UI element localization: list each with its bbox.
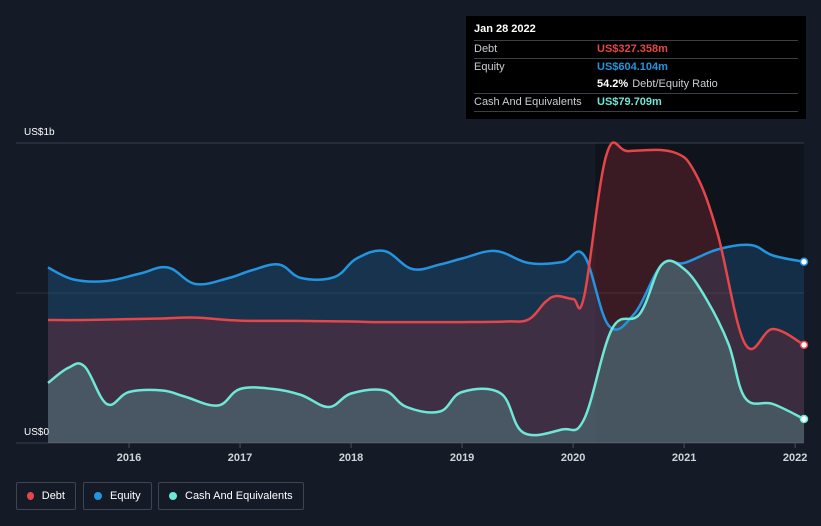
tooltip-date: Jan 28 2022 xyxy=(474,23,536,35)
cash-end-marker xyxy=(799,414,809,424)
tooltip-ratio-label: Debt/Equity Ratio xyxy=(632,78,718,90)
tooltip-cash-label: Cash And Equivalents xyxy=(474,96,582,108)
debt-end-marker xyxy=(799,340,809,350)
debt-area xyxy=(48,142,804,444)
tooltip-equity-label: Equity xyxy=(474,61,505,73)
cash-line xyxy=(47,259,805,437)
tooltip-debt-label: Debt xyxy=(474,43,498,55)
legend-debt[interactable]: Debt xyxy=(16,482,76,510)
legend-debt-label: Debt xyxy=(41,490,65,502)
tooltip-debt-row: Debt US$327.358m xyxy=(474,40,798,58)
tooltip-ratio-row: 54.2% Debt/Equity Ratio xyxy=(474,76,798,93)
debt-line xyxy=(47,141,805,351)
series-lines xyxy=(47,141,805,437)
x-tick-label-2021: 2021 xyxy=(672,452,696,464)
equity-dot-icon xyxy=(94,492,102,500)
gridlines xyxy=(16,142,804,444)
cash-area xyxy=(48,260,804,443)
y-axis-max-label: US$1b xyxy=(24,127,55,138)
tooltip-equity-row: Equity US$604.104m xyxy=(474,58,798,76)
equity-area xyxy=(48,244,804,443)
x-tick-label-2017: 2017 xyxy=(228,452,252,464)
debt-dot-icon xyxy=(27,492,34,500)
tooltip-cash-value: US$79.709m xyxy=(597,96,662,108)
end-markers xyxy=(799,257,809,424)
tooltip-equity-value: US$604.104m xyxy=(597,61,668,73)
equity-end-marker xyxy=(799,257,809,267)
cash-dot-icon xyxy=(169,492,177,500)
tooltip-debt-value: US$327.358m xyxy=(597,43,668,55)
x-tick-label-2019: 2019 xyxy=(450,452,474,464)
tooltip-cash-row: Cash And Equivalents US$79.709m xyxy=(474,93,798,112)
x-tick-label-2016: 2016 xyxy=(117,452,141,464)
data-tooltip: Jan 28 2022 Debt US$327.358m Equity US$6… xyxy=(466,16,806,119)
tooltip-ratio-value: 54.2% xyxy=(597,78,629,90)
x-tick-label-2018: 2018 xyxy=(339,452,363,464)
legend-cash-label: Cash And Equivalents xyxy=(185,490,293,502)
legend-equity[interactable]: Equity xyxy=(83,482,152,510)
x-tick-label-2022: 2022 xyxy=(783,452,807,464)
y-axis-min-label: US$0 xyxy=(24,427,49,438)
x-tick-label-2020: 2020 xyxy=(561,452,585,464)
legend-cash[interactable]: Cash And Equivalents xyxy=(158,482,304,510)
series-areas xyxy=(48,142,804,444)
x-axis-ticks: 2016 2017 2018 2019 2020 2021 2022 xyxy=(117,443,807,464)
legend-equity-label: Equity xyxy=(110,490,141,502)
